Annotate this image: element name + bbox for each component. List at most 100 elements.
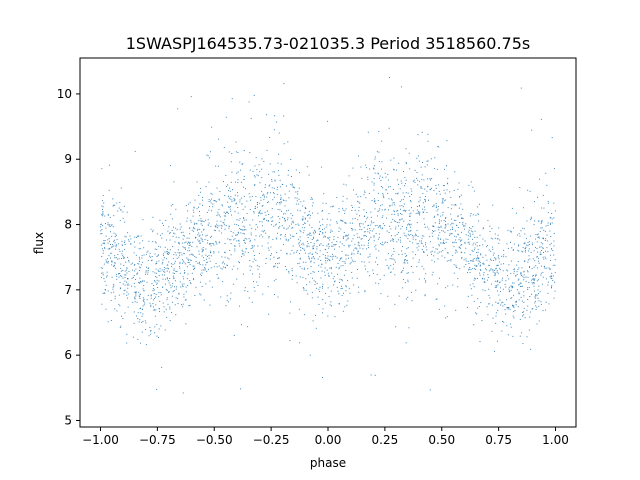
data-point bbox=[537, 220, 539, 222]
data-point bbox=[144, 302, 146, 304]
data-point bbox=[240, 232, 242, 234]
data-point bbox=[141, 315, 143, 317]
data-point bbox=[123, 256, 125, 258]
data-point bbox=[401, 218, 403, 220]
data-point bbox=[390, 271, 392, 273]
data-point bbox=[444, 231, 446, 233]
data-point bbox=[281, 225, 283, 227]
data-point bbox=[357, 241, 359, 243]
data-point bbox=[396, 233, 398, 235]
data-point bbox=[263, 218, 265, 220]
data-point bbox=[285, 238, 287, 240]
data-point bbox=[437, 283, 439, 285]
data-point bbox=[424, 188, 426, 190]
data-point bbox=[147, 294, 149, 296]
data-point bbox=[243, 195, 245, 197]
data-point bbox=[118, 258, 120, 260]
data-point bbox=[115, 267, 117, 269]
data-point bbox=[245, 248, 247, 250]
data-point bbox=[243, 150, 245, 152]
data-point bbox=[365, 167, 367, 169]
data-point bbox=[161, 233, 163, 235]
data-point bbox=[120, 325, 122, 327]
data-point bbox=[359, 253, 361, 255]
data-point bbox=[197, 262, 199, 264]
data-point bbox=[542, 237, 544, 239]
data-point bbox=[179, 252, 181, 254]
data-point bbox=[550, 216, 552, 218]
data-point bbox=[522, 246, 524, 248]
data-point bbox=[408, 215, 410, 217]
data-point bbox=[244, 226, 246, 228]
data-point bbox=[540, 274, 542, 276]
data-point bbox=[545, 278, 547, 280]
data-point bbox=[384, 209, 386, 211]
data-point bbox=[351, 271, 353, 273]
data-point bbox=[421, 187, 423, 189]
data-point bbox=[470, 230, 472, 232]
data-point bbox=[179, 223, 181, 225]
data-point bbox=[357, 196, 359, 198]
data-point bbox=[221, 227, 223, 229]
data-point bbox=[102, 252, 104, 254]
data-point bbox=[306, 246, 308, 248]
data-point bbox=[543, 238, 544, 240]
data-point bbox=[452, 255, 454, 257]
data-point bbox=[334, 280, 336, 282]
data-point bbox=[479, 272, 481, 274]
data-point bbox=[554, 290, 556, 292]
data-point bbox=[230, 196, 232, 198]
data-point bbox=[523, 242, 525, 244]
data-point bbox=[423, 251, 425, 253]
data-point bbox=[524, 317, 526, 319]
data-point bbox=[460, 231, 462, 233]
data-point bbox=[263, 193, 265, 195]
data-point bbox=[518, 278, 520, 280]
data-point bbox=[484, 290, 486, 292]
data-point bbox=[249, 196, 251, 198]
data-point bbox=[299, 253, 301, 255]
data-point bbox=[361, 261, 363, 263]
data-point bbox=[435, 187, 437, 189]
data-point bbox=[468, 229, 470, 231]
data-point bbox=[287, 240, 289, 242]
data-point bbox=[127, 287, 129, 289]
data-point bbox=[128, 271, 130, 273]
data-point bbox=[399, 219, 401, 221]
data-point bbox=[196, 181, 198, 183]
data-point bbox=[435, 248, 437, 250]
data-point bbox=[276, 186, 278, 188]
data-point bbox=[298, 224, 300, 226]
data-point bbox=[510, 297, 512, 299]
data-point bbox=[103, 292, 105, 294]
data-point bbox=[126, 294, 128, 296]
data-point bbox=[346, 198, 348, 200]
data-point bbox=[350, 257, 352, 259]
data-point bbox=[424, 223, 426, 225]
data-point bbox=[119, 288, 121, 290]
data-point bbox=[180, 232, 182, 234]
data-point bbox=[179, 243, 181, 245]
data-point bbox=[105, 308, 107, 310]
data-point bbox=[541, 221, 543, 223]
data-point bbox=[501, 279, 503, 281]
data-point bbox=[319, 233, 321, 235]
data-point bbox=[166, 297, 168, 299]
data-point bbox=[201, 251, 203, 253]
data-point bbox=[309, 354, 311, 356]
data-point bbox=[472, 250, 474, 252]
data-point bbox=[201, 255, 203, 257]
data-point bbox=[452, 228, 454, 230]
data-point bbox=[198, 220, 200, 222]
data-point bbox=[291, 183, 293, 185]
data-point bbox=[310, 260, 312, 262]
data-point bbox=[467, 242, 469, 244]
data-point bbox=[515, 301, 516, 303]
data-point bbox=[341, 243, 343, 245]
data-point bbox=[134, 297, 136, 299]
data-point bbox=[513, 306, 515, 308]
data-point bbox=[201, 272, 203, 274]
data-point bbox=[311, 253, 313, 255]
data-point bbox=[410, 212, 412, 214]
data-point bbox=[209, 157, 211, 159]
